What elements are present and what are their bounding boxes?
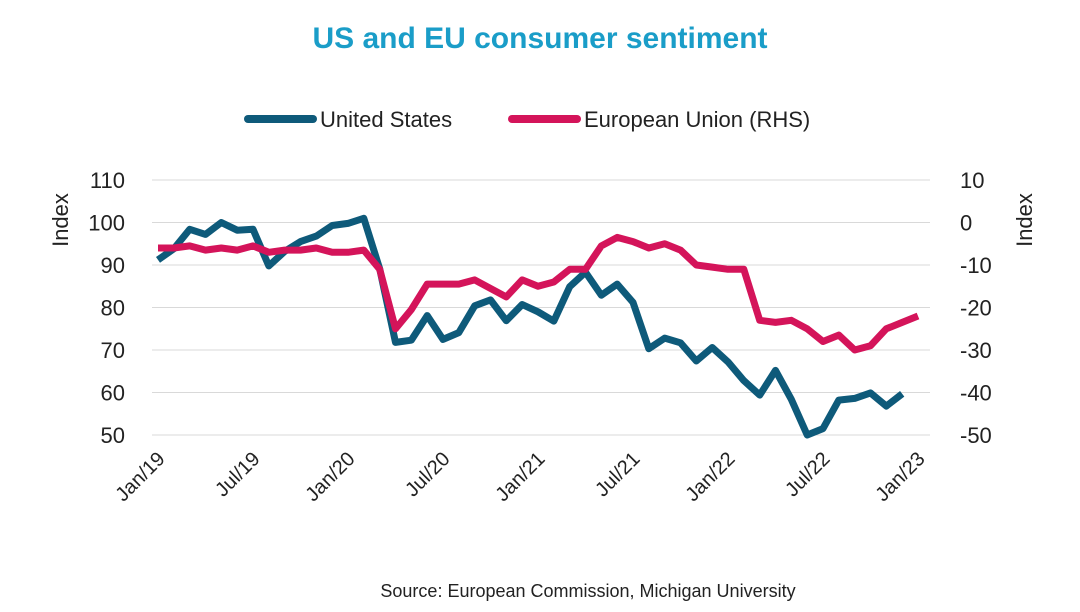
x-tick-label: Jul/22 (781, 448, 834, 501)
x-tick-label: Jan/19 (112, 448, 170, 506)
y-tick-label: 100 (88, 211, 125, 236)
legend-label: United States (320, 107, 452, 132)
legend-label: European Union (RHS) (584, 107, 810, 132)
y2-tick-label: -40 (960, 381, 992, 406)
y-tick-label: 110 (90, 168, 125, 193)
y2-tick-label: -30 (960, 338, 992, 363)
x-tick-label: Jan/22 (682, 448, 740, 506)
y2-tick-label: -10 (960, 253, 992, 278)
x-tick-label: Jan/20 (302, 448, 360, 506)
x-tick-label: Jul/21 (591, 448, 644, 501)
y-tick-label: 90 (101, 253, 125, 278)
y-tick-label: 50 (101, 423, 125, 448)
y-tick-label: 60 (101, 381, 125, 406)
y-tick-label: 70 (101, 338, 125, 363)
series-line (158, 233, 920, 354)
y2-tick-label: 10 (960, 168, 984, 193)
x-tick-label: Jul/19 (211, 448, 264, 501)
source: Source: European Commission, Michigan Un… (380, 581, 795, 601)
y-axis-title: Index (48, 193, 73, 247)
chart-title: US and EU consumer sentiment (312, 22, 767, 55)
y2-tick-label: -20 (960, 296, 992, 321)
y2-tick-label: -50 (960, 423, 992, 448)
x-tick-label: Jul/20 (401, 448, 454, 501)
x-tick-label: Jan/21 (492, 448, 550, 506)
y2-axis-title: Index (1012, 193, 1037, 247)
y-tick-label: 80 (101, 296, 125, 321)
x-tick-label: Jan/23 (872, 448, 930, 506)
y2-tick-label: 0 (960, 211, 972, 236)
